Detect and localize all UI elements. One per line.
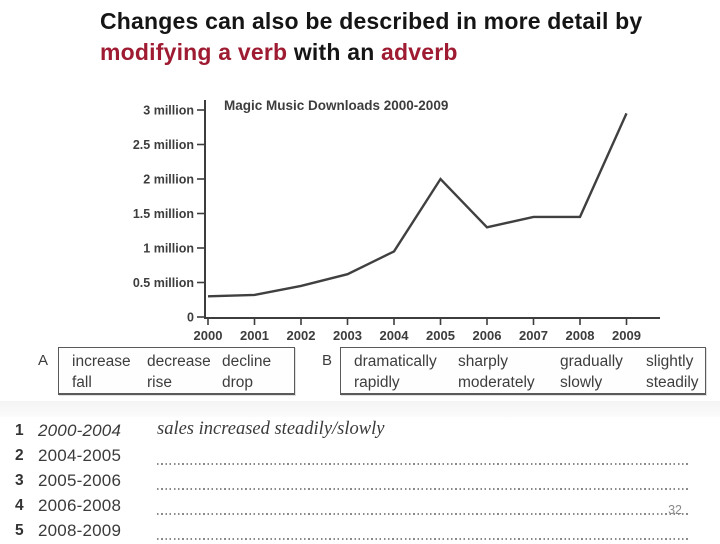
exercise-number: 5 (15, 522, 24, 539)
word-moderately: moderately (458, 374, 535, 391)
word-gradually: gradually (560, 353, 623, 370)
x-axis-tick-label: 2005 (426, 328, 455, 343)
x-axis-tick-label: 2002 (287, 328, 316, 343)
word-box-b-label: B (322, 352, 333, 369)
word-box-row: rapidly moderately slowly steadily (354, 372, 705, 393)
word-box-a-label: A (38, 352, 49, 369)
x-axis-tick-label: 2009 (612, 328, 641, 343)
word-box-row: fall rise drop (72, 372, 294, 393)
y-axis-tick-label: 0 (187, 311, 194, 325)
y-axis-tick-label: 0.5 million (133, 276, 194, 290)
chart-title: Magic Music Downloads 2000-2009 (224, 98, 448, 113)
y-axis-tick-label: 2.5 million (133, 138, 194, 152)
exercise-answer-text: sales increased steadily/slowly (157, 419, 385, 439)
word-box-row: dramatically sharply gradually slightly (354, 351, 705, 372)
page-number: 32 (668, 503, 682, 517)
word-increase: increase (72, 353, 131, 370)
word-slowly: slowly (560, 374, 603, 391)
word-fall: fall (72, 374, 92, 391)
exercise-list: 1 2000-2004 sales increased steadily/slowl… (15, 419, 690, 544)
exercise-row: 4 2006-2008 (15, 494, 690, 519)
exercise-number: 2 (15, 447, 24, 464)
word-dramatically: dramatically (354, 353, 437, 370)
word-drop: drop (222, 374, 254, 391)
downloads-chart-container: Magic Music Downloads 2000-2009 0 0.5 mill… (120, 88, 695, 348)
title-line-2: modifying a verb with an adverb (100, 37, 715, 68)
word-slightly: slightly (646, 353, 694, 370)
exercise-year-range: 2008-2009 (38, 521, 122, 540)
downloads-data-line (207, 112, 628, 298)
exercise-row: 2 2004-2005 (15, 444, 690, 469)
word-box-row: increase decrease decline (72, 351, 294, 372)
exercise-number: 4 (15, 497, 24, 514)
x-axis-tick-label: 2003 (333, 328, 362, 343)
x-axis-tick-label: 2000 (194, 328, 223, 343)
y-axis-tick-label: 1.5 million (133, 207, 194, 221)
exercise-row: 5 2008-2009 (15, 519, 690, 544)
word-box-b-adverbs: dramatically sharply gradually slightly rapi… (340, 347, 706, 395)
word-steadily: steadily (646, 374, 699, 391)
exercise-year-range: 2005-2006 (38, 471, 122, 490)
y-axis-tick-label: 1 million (143, 242, 194, 256)
title-plain-phrase: with an (287, 39, 382, 65)
word-sharply: sharply (458, 353, 508, 370)
exercise-year-range: 2004-2005 (38, 446, 122, 465)
word-box-a-verbs: increase decrease decline fall rise drop (58, 347, 295, 395)
exercise-row: 3 2005-2006 (15, 469, 690, 494)
downloads-line-chart: Magic Music Downloads 2000-2009 0 0.5 mill… (133, 98, 660, 343)
x-axis-tick-label: 2007 (519, 328, 548, 343)
word-rapidly: rapidly (354, 374, 400, 391)
scan-shadow-band (0, 401, 720, 417)
page-title: Changes can also be described in more de… (100, 6, 715, 68)
exercise-number: 3 (15, 472, 24, 489)
x-axis-tick-label: 2008 (566, 328, 595, 343)
title-accent-phrase: modifying a verb (100, 39, 288, 65)
exercise-answer-blank[interactable] (157, 488, 690, 490)
exercise-answer-blank[interactable] (157, 463, 690, 465)
word-decline: decline (222, 353, 272, 370)
exercise-row: 1 2000-2004 sales increased steadily/slowl… (15, 419, 690, 444)
title-accent-phrase: adverb (381, 39, 458, 65)
exercise-year-range: 2006-2008 (38, 496, 122, 515)
y-axis-tick-label: 2 million (143, 173, 194, 187)
word-rise: rise (147, 374, 172, 391)
exercise-number: 1 (15, 422, 24, 439)
exercise-answer-blank[interactable] (157, 513, 690, 515)
exercise-answer-blank[interactable] (157, 538, 690, 540)
word-boxes-row: A increase decrease decline fall rise drop B … (0, 347, 720, 397)
title-line-1: Changes can also be described in more de… (100, 8, 643, 34)
x-axis-tick-label: 2001 (240, 328, 269, 343)
x-axis-tick-label: 2006 (473, 328, 502, 343)
exercise-year-range: 2000-2004 (38, 421, 122, 440)
x-axis-tick-label: 2004 (380, 328, 410, 343)
word-decrease: decrease (147, 353, 211, 370)
y-axis-tick-label: 3 million (143, 104, 194, 118)
